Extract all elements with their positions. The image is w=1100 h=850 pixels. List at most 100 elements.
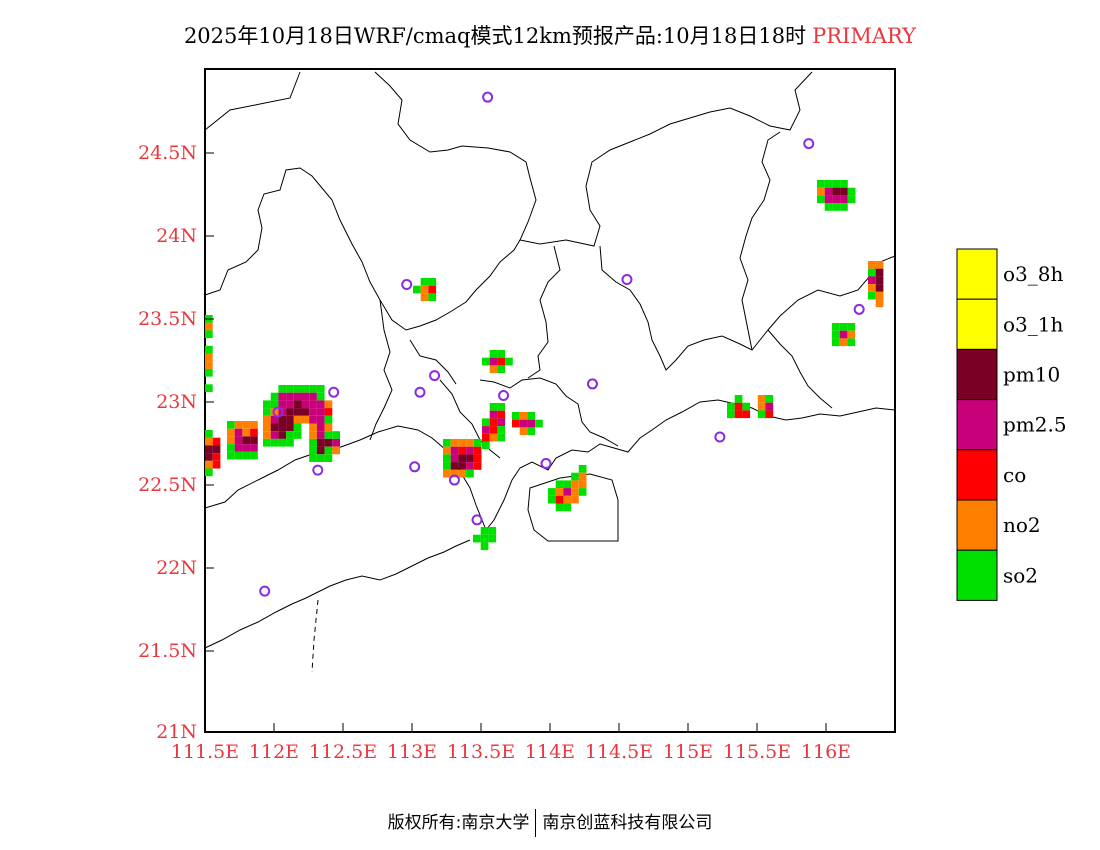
station-marker — [498, 390, 510, 402]
legend-swatch — [956, 499, 998, 551]
grid-cell — [868, 268, 876, 277]
grid-cell — [765, 402, 774, 411]
grid-cell — [293, 415, 302, 424]
grid-cell — [324, 415, 333, 424]
grid-cell — [450, 439, 459, 447]
station-markers — [259, 91, 865, 597]
legend-swatch — [956, 348, 998, 401]
grid-cell — [263, 423, 271, 432]
grid-cell — [286, 400, 294, 409]
grid-cell — [480, 527, 489, 535]
grid-cell — [286, 392, 294, 401]
dashed-boundary — [311, 599, 319, 673]
grid-cell — [839, 338, 848, 347]
grid-cell — [301, 415, 310, 424]
grid-cell — [450, 446, 459, 455]
grid-cell — [458, 439, 467, 447]
copyright-right: 南京创蓝科技有限公司 — [542, 813, 713, 833]
legend-swatch — [956, 449, 998, 501]
grid-cell — [309, 392, 317, 401]
grid-cell — [840, 180, 848, 188]
grid-cell — [332, 438, 340, 447]
grid-cell — [458, 454, 467, 463]
grid-cell — [571, 495, 579, 504]
grid-cell — [270, 423, 279, 432]
grid-cell — [270, 400, 279, 409]
district-boundary-7 — [739, 131, 781, 351]
grid-cell — [212, 453, 221, 461]
grid-cell — [263, 415, 271, 424]
grid-cell — [316, 454, 325, 462]
grid-cell — [734, 402, 743, 411]
grid-cell — [205, 368, 213, 377]
grid-cell — [847, 195, 856, 204]
legend-label: pm2.5 — [1003, 413, 1067, 437]
grid-cell — [742, 410, 751, 419]
grid-cell — [757, 410, 766, 419]
station-marker — [448, 474, 460, 486]
grid-cell — [497, 426, 506, 434]
grid-cell — [571, 488, 579, 496]
grid-cell — [824, 203, 833, 211]
grid-cell — [234, 436, 243, 445]
grid-cell — [242, 428, 251, 437]
grid-cell — [278, 400, 287, 409]
grid-cell — [489, 403, 498, 411]
grid-cell — [840, 187, 848, 196]
grid-cell — [535, 419, 543, 428]
grid-cell — [512, 419, 520, 428]
grid-cell — [466, 454, 474, 463]
grid-cell — [847, 323, 856, 331]
station-marker — [803, 138, 815, 150]
station-marker — [853, 303, 865, 315]
grid-cell — [727, 410, 735, 419]
grid-cell — [286, 431, 294, 439]
legend-label: o3_1h — [1003, 312, 1063, 336]
grid-cell — [428, 293, 437, 302]
grid-cell — [293, 423, 302, 432]
district-boundary-11 — [409, 339, 457, 385]
grid-cell — [212, 445, 221, 454]
grid-cell — [832, 330, 840, 339]
grid-cell — [242, 451, 251, 460]
grid-cell — [839, 323, 848, 331]
grid-cell — [488, 534, 497, 543]
grid-cell — [316, 415, 325, 424]
grid-cell — [309, 408, 317, 416]
grid-cell — [527, 419, 536, 428]
grid-cell — [450, 454, 459, 463]
grid-cell — [293, 400, 302, 409]
grid-cell — [497, 403, 506, 411]
station-marker — [586, 378, 598, 390]
grid-cell — [548, 488, 556, 496]
grid-cell — [263, 431, 271, 439]
grid-cell — [466, 439, 474, 447]
grid-cell — [286, 385, 294, 393]
grid-cell — [301, 385, 310, 393]
station-marker — [621, 274, 633, 286]
grid-cell — [227, 428, 235, 437]
grid-cell — [450, 469, 459, 478]
station-marker — [259, 585, 271, 597]
district-boundary-6 — [599, 245, 896, 371]
grid-cell — [234, 444, 243, 452]
x-tick-label: 115E — [663, 741, 713, 763]
grid-cell — [512, 412, 520, 420]
grid-cell — [840, 195, 848, 204]
grid-cell — [519, 412, 528, 420]
grid-cell — [242, 436, 251, 445]
grid-cell — [309, 446, 317, 455]
station-marker — [401, 278, 413, 290]
district-boundary-1 — [204, 71, 301, 131]
grid-cell — [875, 299, 884, 308]
grid-cell — [840, 203, 848, 211]
grid-cell — [263, 438, 271, 447]
grid-cell — [263, 408, 271, 416]
grid-cell — [420, 293, 429, 302]
grid-cell — [482, 418, 490, 427]
grid-cell — [270, 438, 279, 447]
grid-cell — [420, 278, 429, 286]
grid-cell — [868, 276, 876, 285]
grid-cell — [316, 400, 325, 409]
grid-cell — [497, 418, 506, 427]
